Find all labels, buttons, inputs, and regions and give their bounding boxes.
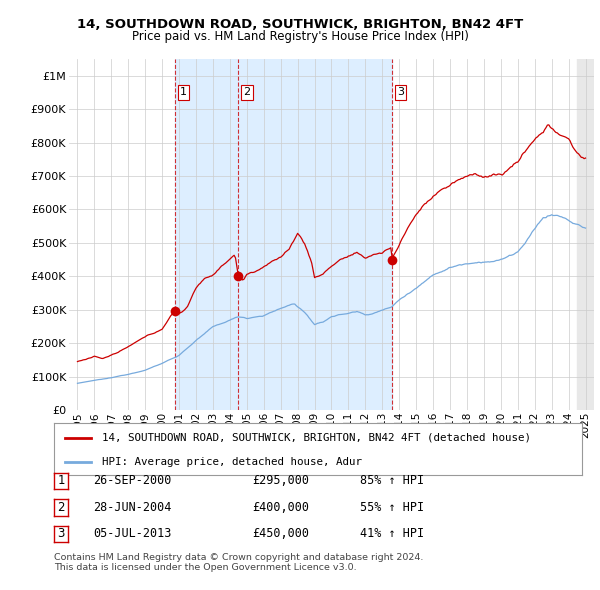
Text: This data is licensed under the Open Government Licence v3.0.: This data is licensed under the Open Gov… bbox=[54, 563, 356, 572]
Text: 41% ↑ HPI: 41% ↑ HPI bbox=[360, 527, 424, 540]
Text: 26-SEP-2000: 26-SEP-2000 bbox=[93, 474, 172, 487]
Text: Contains HM Land Registry data © Crown copyright and database right 2024.: Contains HM Land Registry data © Crown c… bbox=[54, 553, 424, 562]
Text: 85% ↑ HPI: 85% ↑ HPI bbox=[360, 474, 424, 487]
Text: 1: 1 bbox=[58, 474, 65, 487]
Text: 3: 3 bbox=[58, 527, 65, 540]
Bar bbox=[175, 59, 392, 410]
Text: 2: 2 bbox=[58, 501, 65, 514]
Bar bbox=[577, 59, 594, 410]
Text: £400,000: £400,000 bbox=[252, 501, 309, 514]
Text: Price paid vs. HM Land Registry's House Price Index (HPI): Price paid vs. HM Land Registry's House … bbox=[131, 30, 469, 43]
Text: 1: 1 bbox=[180, 87, 187, 97]
Text: 2: 2 bbox=[244, 87, 251, 97]
Text: £450,000: £450,000 bbox=[252, 527, 309, 540]
Text: 28-JUN-2004: 28-JUN-2004 bbox=[93, 501, 172, 514]
Text: 3: 3 bbox=[397, 87, 404, 97]
Text: £295,000: £295,000 bbox=[252, 474, 309, 487]
Text: 14, SOUTHDOWN ROAD, SOUTHWICK, BRIGHTON, BN42 4FT (detached house): 14, SOUTHDOWN ROAD, SOUTHWICK, BRIGHTON,… bbox=[101, 432, 530, 442]
Text: HPI: Average price, detached house, Adur: HPI: Average price, detached house, Adur bbox=[101, 457, 362, 467]
Text: 14, SOUTHDOWN ROAD, SOUTHWICK, BRIGHTON, BN42 4FT: 14, SOUTHDOWN ROAD, SOUTHWICK, BRIGHTON,… bbox=[77, 18, 523, 31]
Text: 55% ↑ HPI: 55% ↑ HPI bbox=[360, 501, 424, 514]
Text: 05-JUL-2013: 05-JUL-2013 bbox=[93, 527, 172, 540]
